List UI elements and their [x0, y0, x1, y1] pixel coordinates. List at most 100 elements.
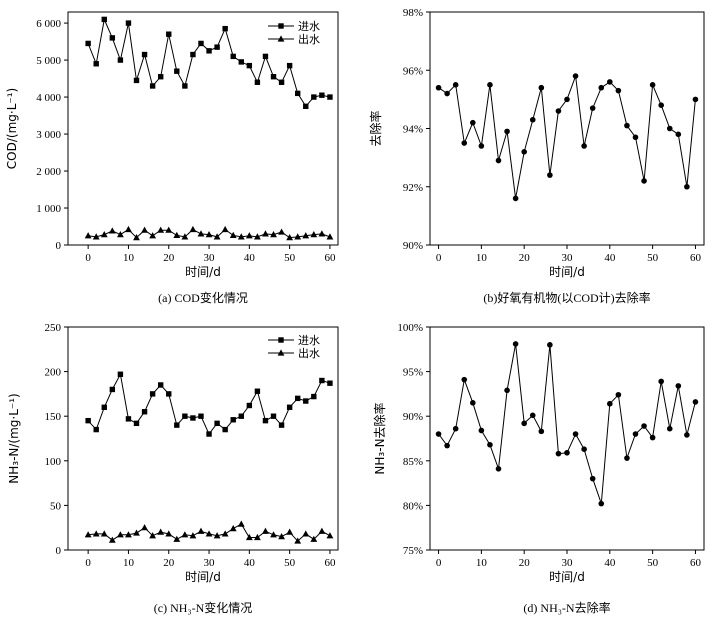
x-tick-label: 60 — [324, 252, 336, 264]
x-tick-label: 10 — [476, 252, 488, 264]
data-point — [149, 83, 156, 89]
data-point — [221, 225, 229, 233]
x-tick-label: 10 — [123, 557, 135, 569]
data-point — [173, 231, 181, 238]
data-point — [564, 449, 570, 456]
data-point — [278, 228, 285, 235]
data-point — [658, 378, 664, 385]
y-tick-label: 5 000 — [36, 55, 61, 67]
x-tick-label: 50 — [284, 252, 296, 264]
data-point — [521, 420, 527, 427]
data-point — [254, 533, 261, 541]
y-tick-label: 2 000 — [36, 166, 61, 178]
data-point — [213, 532, 221, 539]
data-point — [684, 432, 690, 438]
data-point — [85, 40, 91, 47]
data-point — [598, 500, 605, 507]
data-point — [572, 73, 579, 79]
data-point — [93, 426, 99, 433]
data-point — [529, 116, 536, 123]
data-point — [173, 535, 181, 542]
data-point — [214, 420, 220, 427]
data-point — [198, 413, 204, 419]
data-point — [615, 391, 622, 398]
chart-panel-2: 0 10 20 30 40 50 60 0 50 100 150 200 250 时间/d NH₃-N/(m… — [7, 322, 339, 615]
data-point — [270, 413, 277, 419]
x-tick-label: 40 — [604, 557, 616, 569]
legend-label: 出水 — [298, 346, 320, 360]
data-point — [478, 427, 485, 434]
y-tick-label: 150 — [45, 411, 62, 423]
data-point — [581, 446, 587, 453]
y-tick-label: 85% — [403, 456, 423, 468]
data-point — [615, 87, 622, 94]
data-point — [572, 431, 579, 437]
data-point — [632, 431, 639, 437]
data-point — [214, 44, 220, 50]
data-point — [92, 233, 100, 240]
data-point — [157, 382, 164, 388]
data-point — [529, 412, 536, 419]
plot-frame — [429, 326, 705, 551]
series-line-0 — [87, 372, 331, 435]
legend-label: 进水 — [298, 334, 320, 347]
data-point — [108, 227, 116, 234]
data-point — [286, 62, 293, 69]
data-point — [286, 234, 294, 241]
x-tick-label: 60 — [690, 557, 702, 569]
data-point — [555, 108, 562, 114]
y-tick-label: 75% — [403, 545, 423, 557]
data-point — [684, 183, 690, 190]
data-point — [435, 84, 442, 91]
plot-frame — [429, 11, 705, 246]
data-point — [270, 231, 277, 238]
data-point — [206, 48, 212, 54]
data-point — [319, 92, 325, 98]
data-point — [318, 527, 326, 534]
y-tick-label: 80% — [403, 500, 423, 512]
data-point — [598, 84, 605, 91]
data-point — [262, 527, 269, 534]
data-point — [666, 125, 673, 132]
x-tick-label: 30 — [562, 557, 574, 569]
y-tick-label: 90% — [403, 240, 423, 252]
y-tick-label: 1 000 — [36, 203, 61, 215]
y-tick-label: 4 000 — [36, 92, 61, 104]
series-line-0 — [438, 343, 696, 504]
data-point — [310, 231, 318, 238]
data-point — [658, 102, 664, 108]
data-point — [141, 524, 148, 531]
data-point — [157, 74, 164, 80]
data-point — [133, 77, 140, 84]
data-point — [521, 149, 527, 155]
chart-caption: (d) NH₃-N去除率 — [523, 600, 610, 615]
x-tick-label: 0 — [85, 252, 91, 264]
data-point — [197, 527, 205, 534]
data-point — [452, 82, 459, 88]
y-tick-label: 96% — [403, 65, 423, 77]
y-tick-label: 0 — [56, 545, 62, 557]
data-point — [190, 51, 196, 58]
y-tick-label: 0 — [56, 240, 62, 252]
x-axis-label: 时间/d — [185, 265, 221, 279]
data-point — [205, 530, 213, 537]
data-point — [125, 225, 132, 233]
x-tick-label: 20 — [163, 252, 175, 264]
data-point — [198, 40, 204, 47]
x-tick-label: 10 — [476, 557, 488, 569]
data-point — [237, 520, 245, 527]
data-point — [487, 441, 493, 448]
data-point — [92, 530, 100, 537]
data-point — [237, 233, 245, 240]
data-point — [182, 413, 188, 419]
data-point — [555, 450, 562, 457]
data-point — [310, 535, 318, 542]
data-point — [230, 417, 236, 423]
data-point — [649, 434, 656, 441]
y-axis-label: NH₃-N/(mg·L⁻¹) — [7, 393, 21, 483]
chart-caption: (a) COD变化情况 — [158, 290, 248, 305]
plot-frame — [67, 326, 339, 551]
data-point — [666, 425, 673, 432]
